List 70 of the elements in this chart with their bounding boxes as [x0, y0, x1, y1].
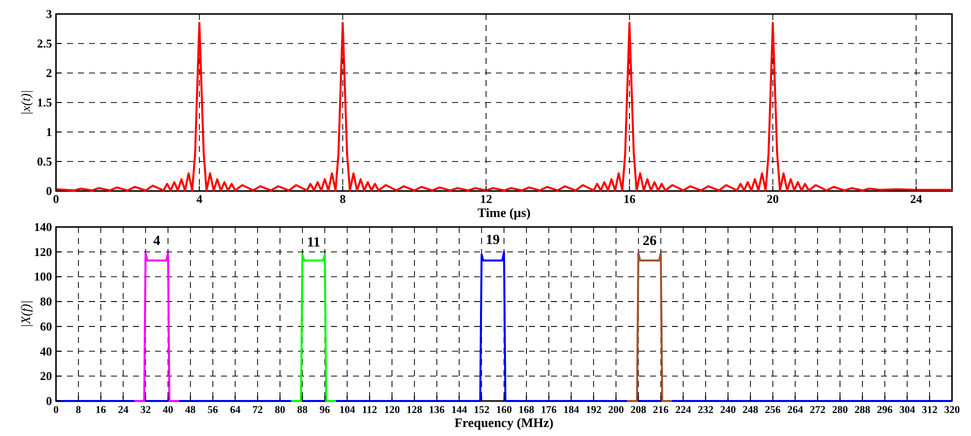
annotation: 4	[153, 234, 160, 250]
x-tick-label: 248	[742, 405, 758, 416]
x-tick-label: 64	[230, 405, 242, 416]
y-tick-label: 2.5	[37, 36, 52, 50]
x-tick-label: 272	[810, 405, 826, 416]
x-tick-label: 8	[340, 192, 346, 206]
y-tick-label: 80	[40, 294, 52, 309]
x-tick-label: 152	[474, 405, 490, 416]
x-tick-label: 80	[274, 405, 286, 416]
x-tick-label: 88	[297, 405, 308, 416]
x-tick-label: 136	[428, 405, 445, 416]
x-tick-label: 104	[339, 405, 356, 416]
x-tick-label: 288	[854, 405, 870, 416]
x-tick-label: 8	[76, 405, 82, 416]
line-series	[55, 250, 953, 402]
x-tick-label: 72	[252, 405, 263, 416]
x-tick-label: 168	[518, 405, 534, 416]
x-tick-label: 12	[480, 192, 492, 206]
y-tick-label: 140	[34, 220, 52, 234]
x-tick-label: 4	[196, 192, 202, 206]
x-tick-label: 256	[764, 405, 781, 416]
x-tick-label: 120	[384, 405, 400, 416]
annotation: 26	[642, 234, 657, 250]
x-tick-label: 208	[630, 405, 646, 416]
y-tick-label: 60	[40, 319, 52, 334]
y-tick-label: 3	[46, 7, 52, 21]
y-tick-label: 2	[46, 66, 52, 80]
y-tick-label: 40	[40, 344, 52, 358]
x-tick-label: 112	[362, 405, 378, 416]
y-tick-label: 100	[34, 270, 52, 284]
y-tick-label: 20	[40, 369, 52, 384]
x-tick-label: 48	[185, 405, 196, 416]
x-tick-label: 96	[320, 405, 330, 416]
x-tick-label: 176	[540, 405, 557, 416]
annotation: 11	[306, 235, 320, 250]
x-tick-label: 216	[652, 405, 669, 416]
x-axis-title: Frequency (MHz)	[454, 415, 554, 430]
x-tick-label: 240	[720, 405, 736, 416]
x-tick-label: 304	[899, 405, 916, 416]
x-tick-label: 224	[675, 405, 692, 416]
y-axis-title: |x(t)|	[18, 90, 33, 116]
y-tick-label: 1	[46, 125, 52, 139]
x-tick-label: 160	[496, 405, 512, 416]
x-tick-label: 128	[406, 405, 422, 416]
x-tick-label: 32	[140, 405, 151, 416]
y-axis-title: |X(f)|	[18, 300, 33, 328]
x-tick-label: 56	[208, 405, 218, 416]
x-tick-label: 24	[118, 405, 130, 416]
x-tick-label: 40	[162, 405, 174, 416]
y-tick-label: 1.5	[37, 96, 52, 110]
x-tick-label: 16	[623, 192, 636, 206]
y-tick-label: 120	[34, 244, 52, 259]
x-tick-label: 192	[586, 405, 602, 416]
annotation: 19	[486, 232, 500, 248]
x-tick-label: 296	[876, 405, 893, 416]
x-tick-label: 24	[910, 192, 922, 206]
x-tick-label: 232	[698, 405, 714, 416]
x-tick-label: 20	[766, 192, 779, 206]
x-tick-label: 312	[922, 405, 938, 416]
x-tick-label: 144	[451, 405, 468, 416]
x-tick-label: 264	[787, 405, 804, 416]
y-tick-label: 0.5	[37, 154, 52, 168]
line-series	[55, 22, 953, 192]
x-tick-label: 280	[832, 405, 848, 416]
x-tick-label: 320	[944, 405, 960, 416]
x-tick-label: 0	[53, 405, 59, 416]
x-tick-label: 200	[608, 405, 624, 416]
x-axis-title: Time (µs)	[477, 205, 531, 220]
x-tick-label: 16	[96, 405, 106, 416]
x-tick-label: 184	[563, 405, 580, 416]
